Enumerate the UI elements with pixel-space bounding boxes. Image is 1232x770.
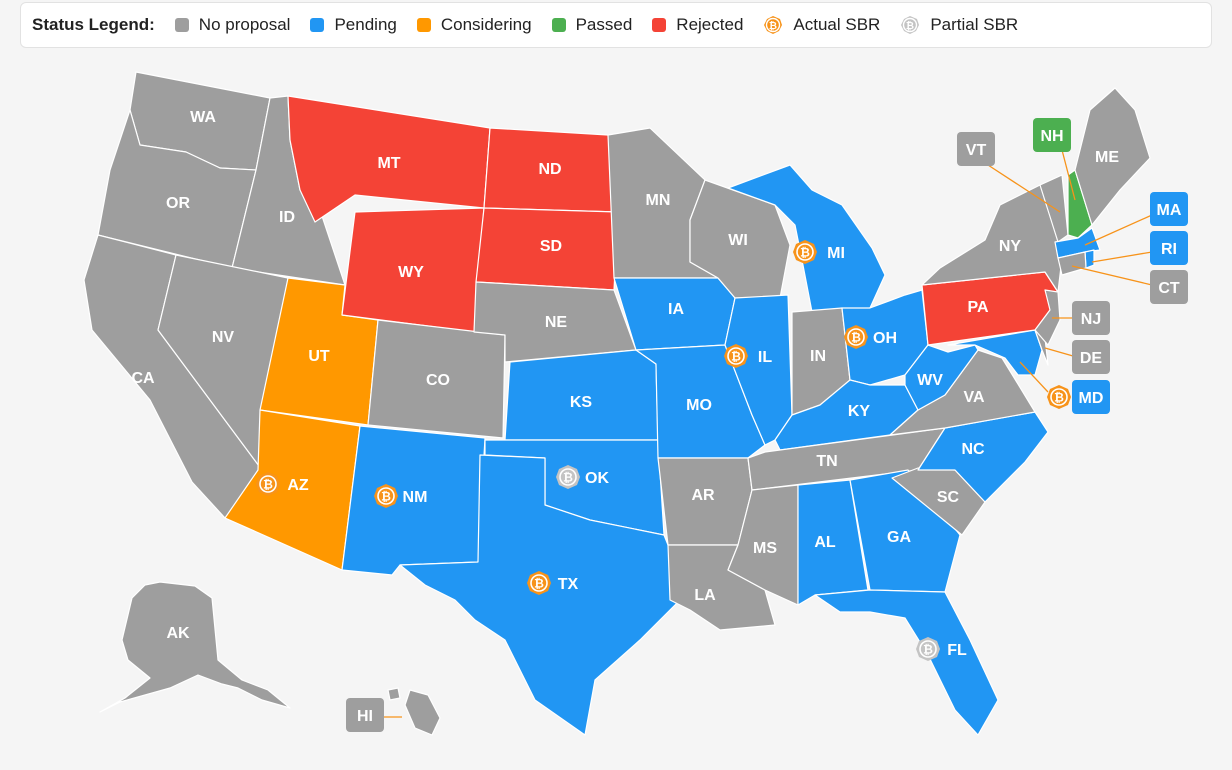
callout-ma[interactable]: MA: [1150, 192, 1188, 226]
state-nd[interactable]: [483, 127, 619, 213]
callout-leaders: [383, 149, 1153, 718]
leader-ri: [1091, 251, 1153, 263]
callout-label-hi: HI: [357, 708, 373, 725]
leader-de: [1044, 347, 1074, 357]
legend-item-rejected[interactable]: Rejected: [652, 15, 743, 35]
callout-ct[interactable]: CT: [1150, 270, 1188, 304]
state-me[interactable]: [1074, 87, 1151, 226]
state-ia[interactable]: [613, 277, 736, 351]
leader-vt: [987, 164, 1061, 213]
callout-label-md: MD: [1079, 390, 1104, 407]
bitcoin-icon: ₿: [764, 16, 783, 34]
small-state-callouts: VT NH MA RI CT NJ DE MD: [346, 118, 1188, 732]
legend-item-no-proposal[interactable]: No proposal: [174, 15, 291, 35]
legend-item-partial-sbr[interactable]: ₿ Partial SBR: [900, 15, 1018, 35]
state-ak[interactable]: [99, 581, 291, 713]
legend-label: Actual SBR: [793, 15, 881, 34]
state-ct[interactable]: [1057, 251, 1087, 276]
state-az[interactable]: [224, 409, 361, 571]
leader-nh: [1061, 149, 1076, 201]
state-tx[interactable]: [399, 454, 681, 736]
legend-item-passed[interactable]: Passed: [551, 15, 633, 35]
callout-label-nh: NH: [1040, 128, 1063, 145]
leader-md: [1019, 361, 1049, 393]
leader-ma: [1084, 214, 1153, 246]
legend-label: Rejected: [676, 15, 744, 34]
callout-de[interactable]: DE: [1072, 340, 1110, 374]
state-hi[interactable]: [404, 689, 441, 736]
callout-label-de: DE: [1080, 350, 1103, 367]
hawaii-island[interactable]: [387, 687, 401, 701]
svg-text:₿: ₿: [906, 20, 914, 32]
legend-label: Partial SBR: [930, 15, 1019, 34]
pending-swatch: [310, 18, 325, 32]
legend-label: Passed: [575, 15, 633, 34]
bitcoin-icon-md[interactable]: [1046, 384, 1072, 410]
state-wy[interactable]: [341, 207, 485, 333]
bitcoin-icon: ₿: [901, 16, 920, 34]
legend-item-actual-sbr[interactable]: ₿ Actual SBR: [763, 15, 880, 35]
status-legend: Status Legend: No proposal Pending Consi…: [20, 2, 1212, 48]
legend-label: Considering: [440, 15, 532, 34]
rejected-swatch: [652, 18, 667, 32]
callout-hi[interactable]: HI: [346, 698, 384, 732]
state-wv[interactable]: [904, 344, 979, 411]
legend-item-considering[interactable]: Considering: [416, 15, 532, 35]
considering-swatch: [416, 18, 431, 32]
callout-label-nj: NJ: [1081, 311, 1101, 328]
svg-text:₿: ₿: [769, 20, 777, 32]
callout-label-ma: MA: [1157, 202, 1182, 219]
state-nm[interactable]: [341, 425, 486, 576]
state-ks[interactable]: [504, 349, 659, 441]
state-mt[interactable]: [287, 95, 491, 223]
callout-ri[interactable]: RI: [1150, 231, 1188, 265]
callout-nj[interactable]: NJ: [1072, 301, 1110, 335]
state-mi[interactable]: [727, 164, 886, 313]
callout-label-vt: VT: [966, 142, 987, 159]
legend-title: Status Legend:: [32, 15, 155, 34]
callout-vt[interactable]: VT: [957, 132, 995, 166]
legend-label: No proposal: [198, 15, 291, 34]
legend-label: Pending: [334, 15, 397, 34]
state-ga[interactable]: [849, 469, 961, 593]
callout-label-ct: CT: [1158, 280, 1180, 297]
state-ar[interactable]: [657, 457, 753, 546]
state-co[interactable]: [367, 319, 506, 439]
no-proposal-swatch: [174, 18, 189, 32]
passed-swatch: [551, 18, 566, 32]
callout-label-ri: RI: [1161, 241, 1177, 258]
callout-nh[interactable]: NH: [1033, 118, 1071, 152]
state-nh[interactable]: [1067, 169, 1093, 239]
leader-ct: [1071, 265, 1153, 286]
state-sd[interactable]: [475, 207, 619, 291]
legend-item-pending[interactable]: Pending: [310, 15, 397, 35]
state-fl[interactable]: [814, 589, 999, 736]
callout-md[interactable]: MD: [1072, 380, 1110, 414]
state-ne[interactable]: [473, 281, 637, 363]
